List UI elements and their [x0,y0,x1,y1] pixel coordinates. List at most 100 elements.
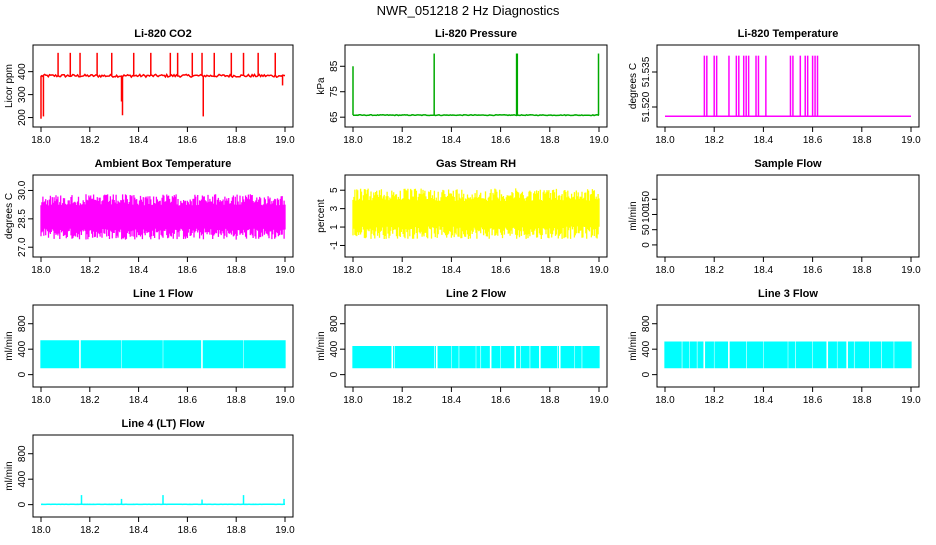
y-tick-label-line3-1: 400 [641,340,652,357]
panel-title-line1: Line 1 Flow [133,288,193,300]
x-tick-label-sample-3: 18.6 [803,265,823,276]
x-tick-label-pressure-2: 18.4 [442,135,462,146]
y-axis-label-ambient: degrees C [4,193,15,239]
y-tick-label-ambient-0: 27.0 [17,237,28,257]
y-tick-label-line2-0: 0 [329,371,340,377]
series-temperature [665,56,911,117]
x-tick-label-line4-1: 18.2 [80,525,100,536]
panel-title-rh: Gas Stream RH [436,158,516,170]
y-tick-label-co2-0: 200 [17,109,28,126]
x-tick-label-sample-5: 19.0 [901,265,921,276]
x-tick-label-temperature-5: 19.0 [901,135,921,146]
x-tick-label-temperature-2: 18.4 [754,135,774,146]
x-tick-label-sample-2: 18.4 [754,265,774,276]
x-tick-label-line3-4: 18.8 [852,395,872,406]
x-tick-label-co2-2: 18.4 [129,135,149,146]
x-tick-label-line3-2: 18.4 [754,395,774,406]
y-axis-label-sample: ml/min [628,201,639,230]
y-tick-label-temperature-1: 51.535 [641,56,652,87]
x-tick-label-line1-4: 18.8 [226,395,246,406]
x-tick-label-line2-3: 18.6 [491,395,511,406]
x-tick-label-line2-1: 18.2 [392,395,412,406]
x-tick-label-line2-0: 18.0 [343,395,363,406]
series-ambient [41,194,285,239]
panel-title-temperature: Li-820 Temperature [738,28,839,40]
x-tick-label-line3-1: 18.2 [704,395,724,406]
series-line3 [665,342,911,369]
panel-title-line3: Line 3 Flow [758,288,818,300]
y-tick-label-line3-0: 0 [641,371,652,377]
x-tick-label-line2-2: 18.4 [442,395,462,406]
y-axis-label-temperature: degrees C [628,63,639,109]
x-tick-label-line1-5: 19.0 [275,395,295,406]
y-tick-label-rh-3: 5 [329,187,340,193]
y-tick-label-ambient-2: 30.0 [17,180,28,200]
x-tick-label-rh-5: 19.0 [589,265,609,276]
series-line-co2 [41,74,285,77]
x-tick-label-line1-2: 18.4 [129,395,149,406]
series-band-line1 [41,340,285,368]
x-tick-label-rh-4: 18.8 [540,265,560,276]
series-line4 [41,495,285,504]
x-tick-label-line4-5: 19.0 [275,525,295,536]
x-tick-label-sample-1: 18.2 [704,265,724,276]
series-co2 [41,53,285,119]
x-tick-label-co2-4: 18.8 [226,135,246,146]
panel-title-sample: Sample Flow [754,158,822,170]
series-band-ambient [41,194,285,239]
x-tick-label-ambient-0: 18.0 [31,265,51,276]
y-tick-label-line3-2: 800 [641,315,652,332]
y-axis-label-line1: ml/min [4,331,15,360]
series-band-line2 [353,346,599,368]
y-tick-label-ambient-1: 28.5 [17,209,28,229]
y-tick-label-pressure-2: 85 [329,60,340,72]
x-tick-label-line2-5: 19.0 [589,395,609,406]
x-tick-label-ambient-5: 19.0 [275,265,295,276]
x-tick-label-co2-1: 18.2 [80,135,100,146]
y-tick-label-line4-2: 800 [17,445,28,462]
x-tick-label-line2-4: 18.8 [540,395,560,406]
x-tick-label-temperature-1: 18.2 [704,135,724,146]
y-tick-label-sample-1: 50 [641,224,652,236]
y-tick-label-rh-2: 3 [329,205,340,211]
y-tick-label-line1-0: 0 [17,371,28,377]
x-tick-label-ambient-1: 18.2 [80,265,100,276]
x-tick-label-ambient-3: 18.6 [178,265,198,276]
y-tick-label-line2-1: 400 [329,340,340,357]
y-axis-label-co2: Licor ppm [4,64,15,108]
x-tick-label-co2-3: 18.6 [178,135,198,146]
x-tick-label-line1-1: 18.2 [80,395,100,406]
x-tick-label-rh-0: 18.0 [343,265,363,276]
panel-title-ambient: Ambient Box Temperature [95,158,232,170]
y-axis-label-line4: ml/min [4,461,15,490]
x-tick-label-co2-5: 19.0 [275,135,295,146]
x-tick-label-sample-0: 18.0 [655,265,675,276]
x-tick-label-line1-0: 18.0 [31,395,51,406]
x-tick-label-pressure-1: 18.2 [392,135,412,146]
x-tick-label-line4-4: 18.8 [226,525,246,536]
y-tick-label-line2-2: 800 [329,315,340,332]
x-tick-label-pressure-3: 18.6 [491,135,511,146]
panel-title-line4: Line 4 (LT) Flow [122,418,205,430]
plot-frame-temperature [657,45,919,127]
y-tick-label-line1-2: 800 [17,315,28,332]
y-tick-label-co2-1: 300 [17,86,28,103]
x-tick-label-line1-3: 18.6 [178,395,198,406]
x-tick-label-line3-5: 19.0 [901,395,921,406]
plot-frame-sample [657,175,919,257]
panel-title-pressure: Li-820 Pressure [435,28,517,40]
series-band-line3 [665,342,911,369]
figure-title: NWR_051218 2 Hz Diagnostics [0,3,936,18]
x-tick-label-pressure-5: 19.0 [589,135,609,146]
y-axis-label-pressure: kPa [316,77,327,95]
x-tick-label-pressure-4: 18.8 [540,135,560,146]
y-axis-label-rh: percent [316,199,327,233]
